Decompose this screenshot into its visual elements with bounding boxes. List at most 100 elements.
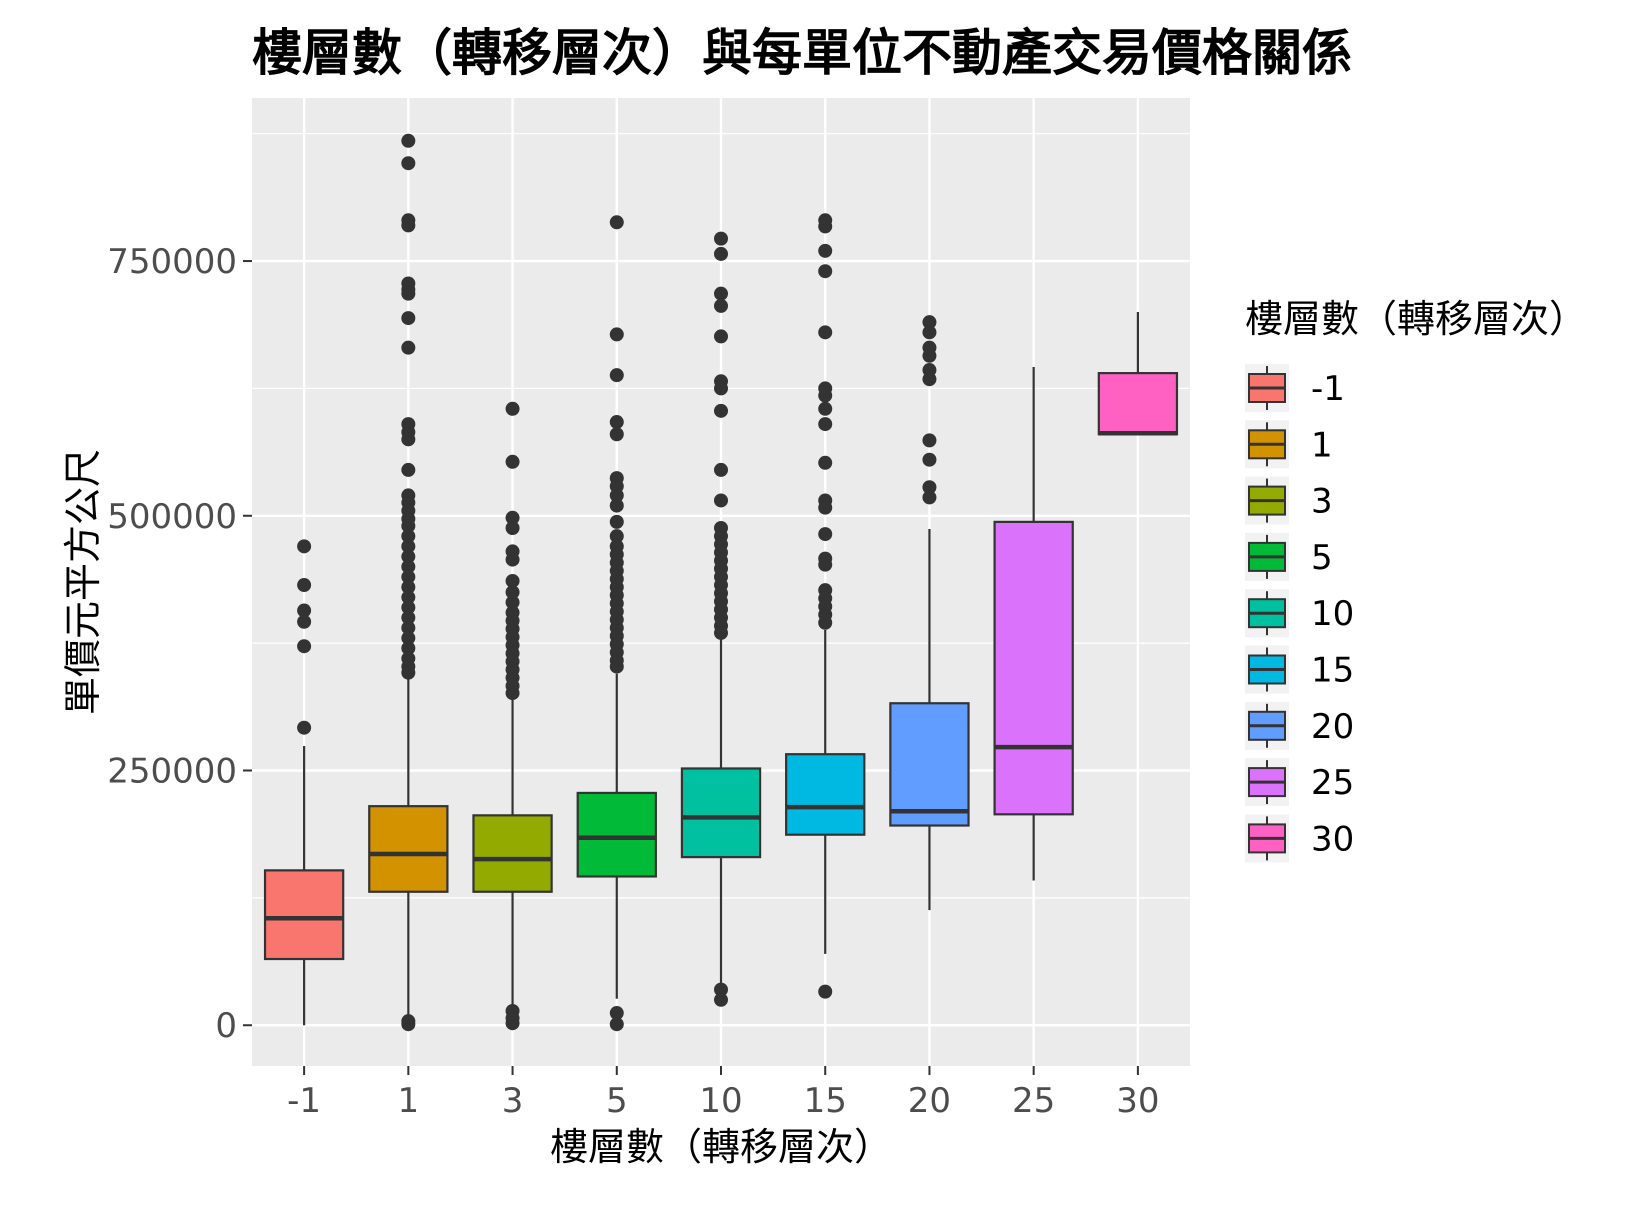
x-tick-label: 10: [699, 1081, 742, 1121]
outlier-point: [297, 639, 312, 654]
outlier-point: [297, 603, 312, 618]
legend-item: 25: [1245, 758, 1354, 807]
x-axis-title: 樓層數（轉移層次）: [550, 1125, 892, 1169]
box-iqr: [576, 791, 657, 878]
box-layer: [263, 133, 1179, 1032]
outlier-point: [818, 264, 833, 279]
legend-item: 10: [1245, 589, 1354, 638]
outlier-point: [505, 401, 520, 416]
box-iqr: [785, 753, 866, 836]
outlier-point: [401, 340, 416, 355]
outlier-point: [401, 529, 416, 544]
outlier-point: [714, 982, 728, 997]
box-group: [1097, 311, 1179, 436]
outlier-point: [818, 615, 833, 630]
outlier-point: [401, 590, 416, 605]
box-iqr: [889, 702, 970, 827]
outlier-point: [818, 557, 833, 572]
outlier-point: [401, 549, 416, 564]
x-tick-label: -1: [287, 1081, 321, 1121]
box-iqr: [680, 767, 762, 859]
legend-item: 3: [1245, 476, 1333, 525]
x-tick-label: 20: [908, 1081, 951, 1121]
outlier-point: [401, 641, 416, 656]
outlier-point: [818, 455, 833, 470]
outlier-point: [401, 133, 416, 148]
outlier-point: [714, 329, 728, 344]
outlier-point: [609, 427, 624, 442]
legend-item: -1: [1245, 364, 1345, 412]
outlier-point: [818, 984, 833, 999]
outlier-point: [609, 1017, 624, 1032]
outlier-point: [818, 401, 833, 416]
outlier-point: [714, 381, 728, 396]
outlier-point: [505, 510, 520, 525]
outlier-point: [818, 417, 833, 432]
box-group: [472, 401, 553, 1031]
outlier-point: [401, 631, 416, 646]
box-group: [263, 539, 345, 1026]
outlier-point: [297, 539, 312, 554]
legend-label: 20: [1311, 707, 1354, 747]
box-group: [993, 367, 1074, 881]
outlier-point: [922, 348, 937, 363]
outlier-point: [922, 480, 937, 495]
outlier-point: [505, 454, 520, 469]
x-tick-label: 30: [1116, 1081, 1159, 1121]
outlier-point: [714, 403, 728, 418]
x-tick-label: 5: [606, 1081, 628, 1121]
outlier-point: [818, 527, 833, 542]
outlier-point: [714, 246, 728, 261]
outlier-point: [297, 578, 312, 593]
outlier-point: [609, 514, 624, 529]
outlier-point: [922, 433, 937, 448]
outlier-point: [609, 659, 624, 674]
box-iqr: [472, 814, 553, 893]
outlier-point: [714, 286, 728, 301]
outlier-point: [922, 325, 937, 340]
outlier-point: [401, 539, 416, 554]
legend-label: 10: [1311, 594, 1354, 634]
outlier-point: [609, 529, 624, 544]
outlier-point: [714, 298, 728, 313]
outlier-point: [922, 490, 937, 505]
outlier-point: [401, 600, 416, 615]
x-tick-label: 1: [398, 1081, 420, 1121]
outlier-point: [609, 215, 624, 230]
outlier-point: [714, 625, 728, 640]
legend-title: 樓層數（轉移層次）: [1245, 297, 1587, 341]
outlier-point: [505, 1016, 520, 1031]
y-tick-label: 250000: [107, 752, 237, 792]
box-iqr: [368, 805, 449, 893]
outlier-point: [505, 520, 520, 535]
outlier-point: [401, 559, 416, 574]
outlier-point: [714, 231, 728, 246]
legend-item: 15: [1245, 645, 1354, 694]
outlier-point: [609, 368, 624, 383]
outlier-point: [401, 218, 416, 233]
outlier-point: [818, 388, 833, 403]
legend-item: 1: [1245, 420, 1333, 469]
chart-title: 樓層數（轉移層次）與每單位不動產交易價格關係: [252, 24, 1352, 82]
legend-label: -1: [1311, 369, 1345, 409]
legend-item: 5: [1245, 532, 1333, 581]
outlier-point: [609, 498, 624, 513]
outlier-point: [609, 488, 624, 503]
outlier-point: [401, 665, 416, 680]
outlier-point: [609, 415, 624, 430]
x-tick-label: 15: [804, 1081, 847, 1121]
legend-label: 15: [1311, 651, 1354, 691]
y-tick-label: 500000: [107, 497, 237, 537]
box-group: [680, 231, 762, 1007]
legend-item: 30: [1245, 814, 1354, 863]
legend-item: 20: [1245, 701, 1354, 750]
y-tick-label: 0: [215, 1006, 237, 1046]
legend-label: 1: [1311, 425, 1333, 465]
box-group: [785, 213, 866, 999]
outlier-point: [401, 569, 416, 584]
box-iqr: [993, 520, 1074, 816]
x-tick-label: 25: [1012, 1081, 1055, 1121]
outlier-point: [609, 1006, 624, 1021]
